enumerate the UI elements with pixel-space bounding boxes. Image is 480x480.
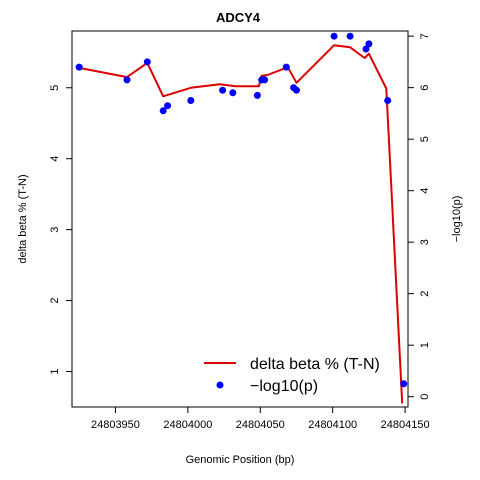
pvalue-point (365, 40, 373, 48)
y2-tick-label: 5 (419, 136, 431, 142)
series-layer (75, 32, 408, 404)
x-tick-label: 24803950 (91, 419, 140, 431)
pvalue-point (159, 107, 167, 115)
x-axis: 24803950 24804000 24804050 24804100 24804150 (91, 407, 430, 431)
pvalue-point (143, 58, 151, 66)
y-axis-label: delta beta % (T-N) (17, 174, 29, 263)
pvalue-point (164, 102, 172, 110)
pvalue-point (123, 76, 131, 84)
pvalue-point (330, 32, 338, 40)
pvalue-point (75, 63, 83, 71)
chart-title: ADCY4 (216, 10, 261, 25)
pvalue-point (187, 97, 195, 104)
pvalue-point (261, 76, 269, 84)
y-tick-label: 3 (49, 227, 61, 233)
x-tick-label: 24804150 (381, 419, 430, 431)
y2-tick-label: 0 (419, 394, 431, 400)
x-tick-label: 24804000 (163, 419, 212, 431)
pvalue-point (346, 32, 354, 40)
pvalue-point (229, 89, 237, 97)
pvalue-point (282, 63, 290, 71)
y2-tick-label: 2 (419, 291, 431, 297)
y2-tick-label: 1 (419, 342, 431, 348)
pvalue-point (253, 91, 261, 99)
legend: delta beta % (T-N) −log10(p) (204, 356, 380, 395)
x-axis-label: Genomic Position (bp) (186, 454, 295, 466)
y-tick-label: 2 (49, 298, 61, 304)
y2-axis-label: −log10(p) (451, 196, 463, 243)
y2-tick-label: 3 (419, 239, 431, 245)
y2-tick-label: 6 (419, 85, 431, 91)
y-tick-label: 4 (49, 156, 61, 162)
pvalue-point (384, 97, 392, 104)
y2-tick-label: 4 (419, 188, 431, 194)
y-tick-label: 1 (49, 368, 61, 374)
plot-frame (71, 30, 409, 408)
legend-point-swatch (216, 381, 224, 389)
pvalue-point (400, 380, 408, 388)
legend-label-delta-beta: delta beta % (T-N) (250, 356, 380, 373)
delta-beta-line (79, 44, 404, 404)
y2-tick-label: 7 (419, 33, 431, 39)
pvalue-point (362, 45, 370, 53)
x-tick-label: 24804100 (308, 419, 357, 431)
pvalue-point (219, 86, 227, 94)
pvalue-point (293, 86, 300, 94)
y-tick-label: 5 (49, 85, 61, 91)
x-tick-label: 24804050 (236, 419, 285, 431)
y-axis-left: 1 2 3 4 5 (49, 85, 72, 375)
legend-label-pvalue: −log10(p) (250, 378, 318, 395)
y-axis-right: 0 1 2 3 4 5 6 7 (408, 33, 431, 400)
